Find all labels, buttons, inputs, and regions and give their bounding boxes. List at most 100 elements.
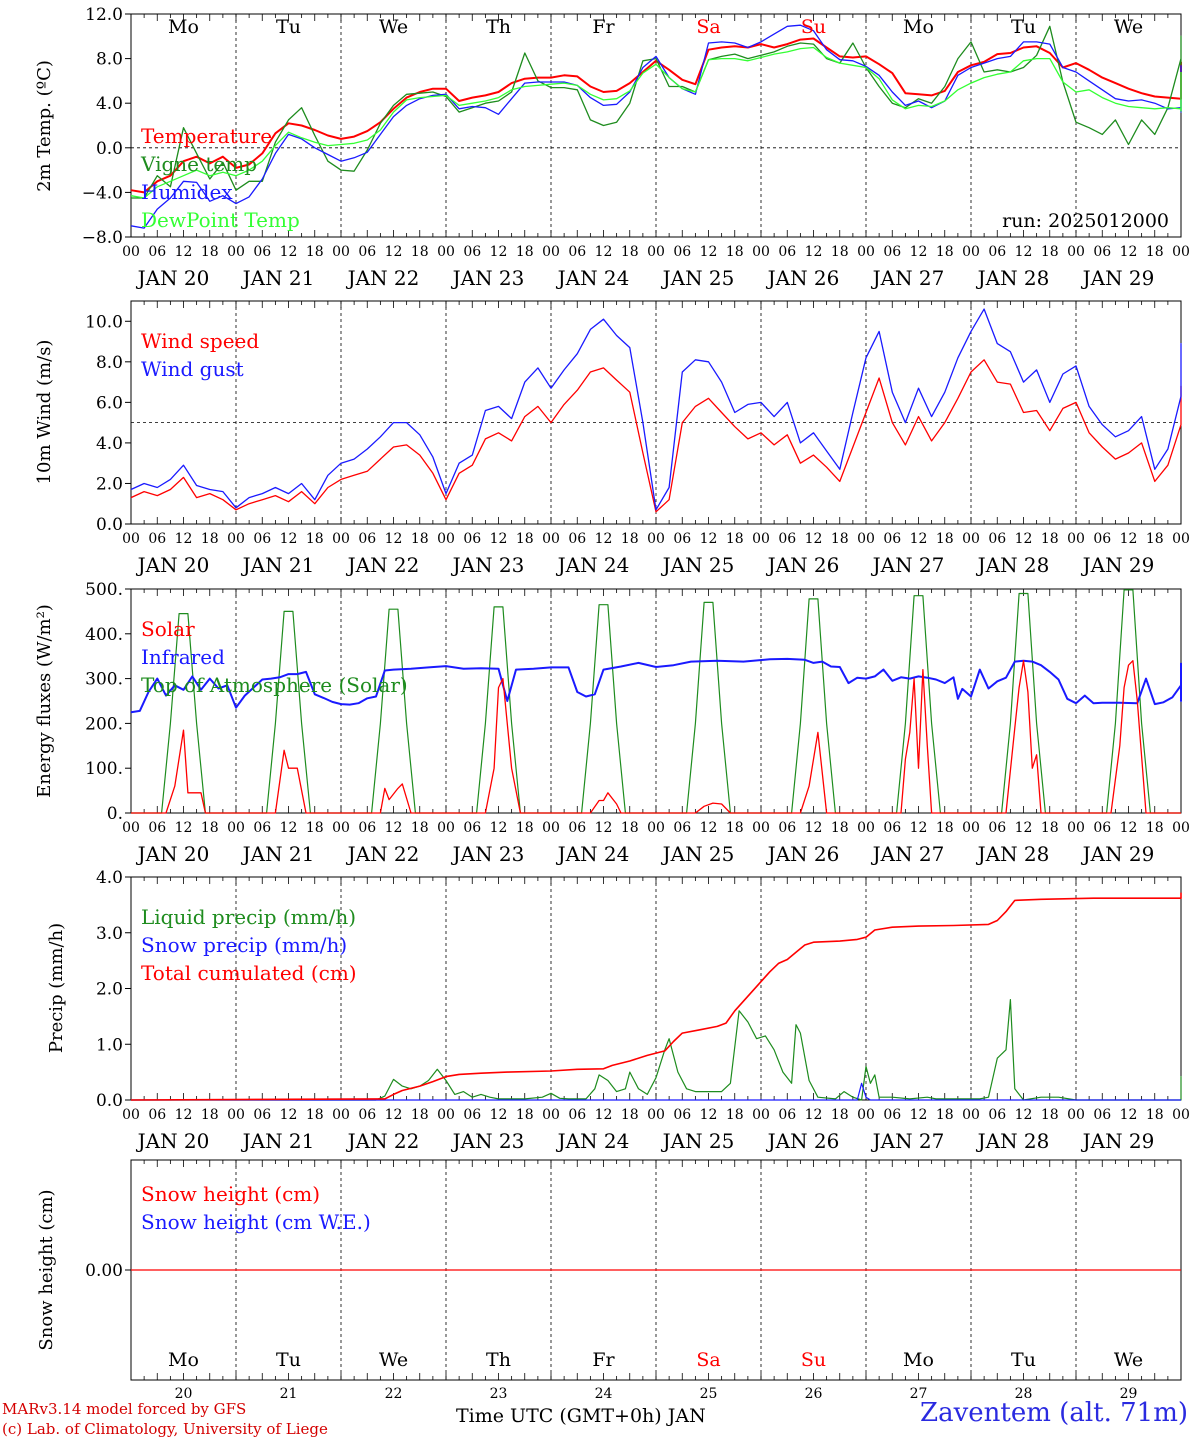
x-hour-label: 00 [437,820,455,836]
x-hour-label: 00 [542,244,560,260]
x-hour-label: 00 [227,531,245,547]
x-hour-label: 12 [595,531,613,547]
y-axis-label: 2m Temp. (ºC) [34,60,55,192]
x-hour-label: 18 [1146,244,1164,260]
x-hour-label: 00 [542,531,560,547]
legend-entry: DewPoint Temp [141,208,300,232]
x-day-label: JAN 20 [136,842,210,866]
x-hour-label: 00 [227,1107,245,1123]
weekday-label: Mo [903,16,934,38]
y-tick-label: 300. [85,670,123,690]
x-hour-label: 06 [673,244,691,260]
x-hour-label: 12 [385,531,403,547]
weekday-label: We [379,1349,408,1371]
x-hour-label: 12 [175,531,193,547]
x-hour-label: 12 [490,531,508,547]
x-hour-label: 18 [201,531,219,547]
weekday-label: Mo [168,16,199,38]
x-hour-label: 06 [568,1107,586,1123]
x-hour-label: 06 [988,1107,1006,1123]
x-hour-label: 12 [910,820,928,836]
x-day-label: JAN 21 [241,553,315,577]
x-hour-label: 12 [700,820,718,836]
x-hour-label: 18 [621,820,639,836]
x-hour-label: 00 [542,820,560,836]
y-tick-label: 200. [85,714,123,734]
x-day-label: JAN 20 [136,553,210,577]
y-tick-label: 8.0 [96,50,123,70]
y-tick-label: 1.0 [96,1035,123,1055]
x-hour-label: 06 [778,820,796,836]
y-axis-label: Energy fluxes (W/m²) [34,604,55,798]
x-day-label: JAN 26 [766,266,840,290]
x-hour-label: 06 [463,244,481,260]
x-hour-label: 00 [437,1107,455,1123]
x-hour-label: 18 [936,820,954,836]
x-hour-label: 18 [1041,244,1059,260]
x-hour-label: 12 [280,244,298,260]
x-day-label: JAN 24 [556,1129,630,1153]
x-hour-label: 06 [463,1107,481,1123]
x-day-number: 22 [385,1386,403,1402]
x-hour-label: 12 [1120,1107,1138,1123]
x-hour-label: 12 [175,1107,193,1123]
weekday-label: Su [801,1349,826,1371]
x-day-label: JAN 26 [766,1129,840,1153]
legend-entry: Snow precip (mm/h) [141,933,347,957]
x-hour-label: 00 [857,531,875,547]
x-hour-label: 00 [647,531,665,547]
x-day-number: 28 [1015,1386,1033,1402]
x-day-label: JAN 26 [766,842,840,866]
weekday-label: Fr [592,1349,615,1371]
x-day-label: JAN 22 [346,842,420,866]
x-day-label: JAN 27 [871,553,945,577]
x-hour-label: 06 [1093,244,1111,260]
x-hour-label: 12 [805,1107,823,1123]
series-line-solar [131,660,1181,814]
x-day-label: JAN 23 [451,842,525,866]
x-hour-label: 00 [227,820,245,836]
x-hour-label: 06 [988,244,1006,260]
x-hour-label: 06 [358,820,376,836]
x-hour-label: 06 [883,1107,901,1123]
series-line-snow-precip-mm-h- [131,1082,1181,1101]
x-day-number: 24 [595,1386,613,1402]
series-line-wind-gust [130,308,1182,511]
series-line-liquid-precip-mm-h- [131,999,1182,1101]
y-tick-label: −4.0 [82,183,123,203]
weekday-label: Sa [696,1349,720,1371]
x-hour-label: 12 [1120,820,1138,836]
y-tick-label: 100. [85,759,123,779]
x-hour-label: 06 [358,1107,376,1123]
x-day-number: 29 [1120,1386,1138,1402]
x-hour-label: 18 [831,244,849,260]
x-day-label: JAN 25 [661,1129,735,1153]
x-hour-label: 00 [332,531,350,547]
credit-line-model: MARv3.14 model forced by GFS [2,1400,247,1418]
panel-snow: 0.00 Snow height (cm) Snow height (cm) Snow… [36,1159,1182,1402]
x-hour-label: 18 [201,1107,219,1123]
x-day-label: JAN 27 [871,842,945,866]
x-hour-label: 00 [1067,1107,1085,1123]
x-day-label: JAN 24 [556,842,630,866]
y-tick-label: 4.0 [96,868,123,888]
weekday-label: We [1114,16,1143,38]
x-hour-label: 06 [358,244,376,260]
legend-entry: Vigne temp [140,152,257,176]
x-hour-label: 18 [201,244,219,260]
x-hour-label: 00 [332,244,350,260]
x-day-label: JAN 28 [976,1129,1050,1153]
x-hour-label: 18 [306,820,324,836]
y-tick-label: 8.0 [96,353,123,373]
x-hour-label: 06 [988,531,1006,547]
y-tick-label: 0. [107,804,123,824]
x-day-label: JAN 23 [451,266,525,290]
x-day-label: JAN 29 [1081,1129,1155,1153]
x-hour-label: 00 [752,531,770,547]
x-day-label: JAN 29 [1081,266,1155,290]
x-day-label: JAN 29 [1081,842,1155,866]
y-tick-label: 10.0 [85,312,123,332]
x-day-number: 25 [700,1386,718,1402]
x-hour-label: 18 [726,244,744,260]
x-hour-label: 00 [857,244,875,260]
